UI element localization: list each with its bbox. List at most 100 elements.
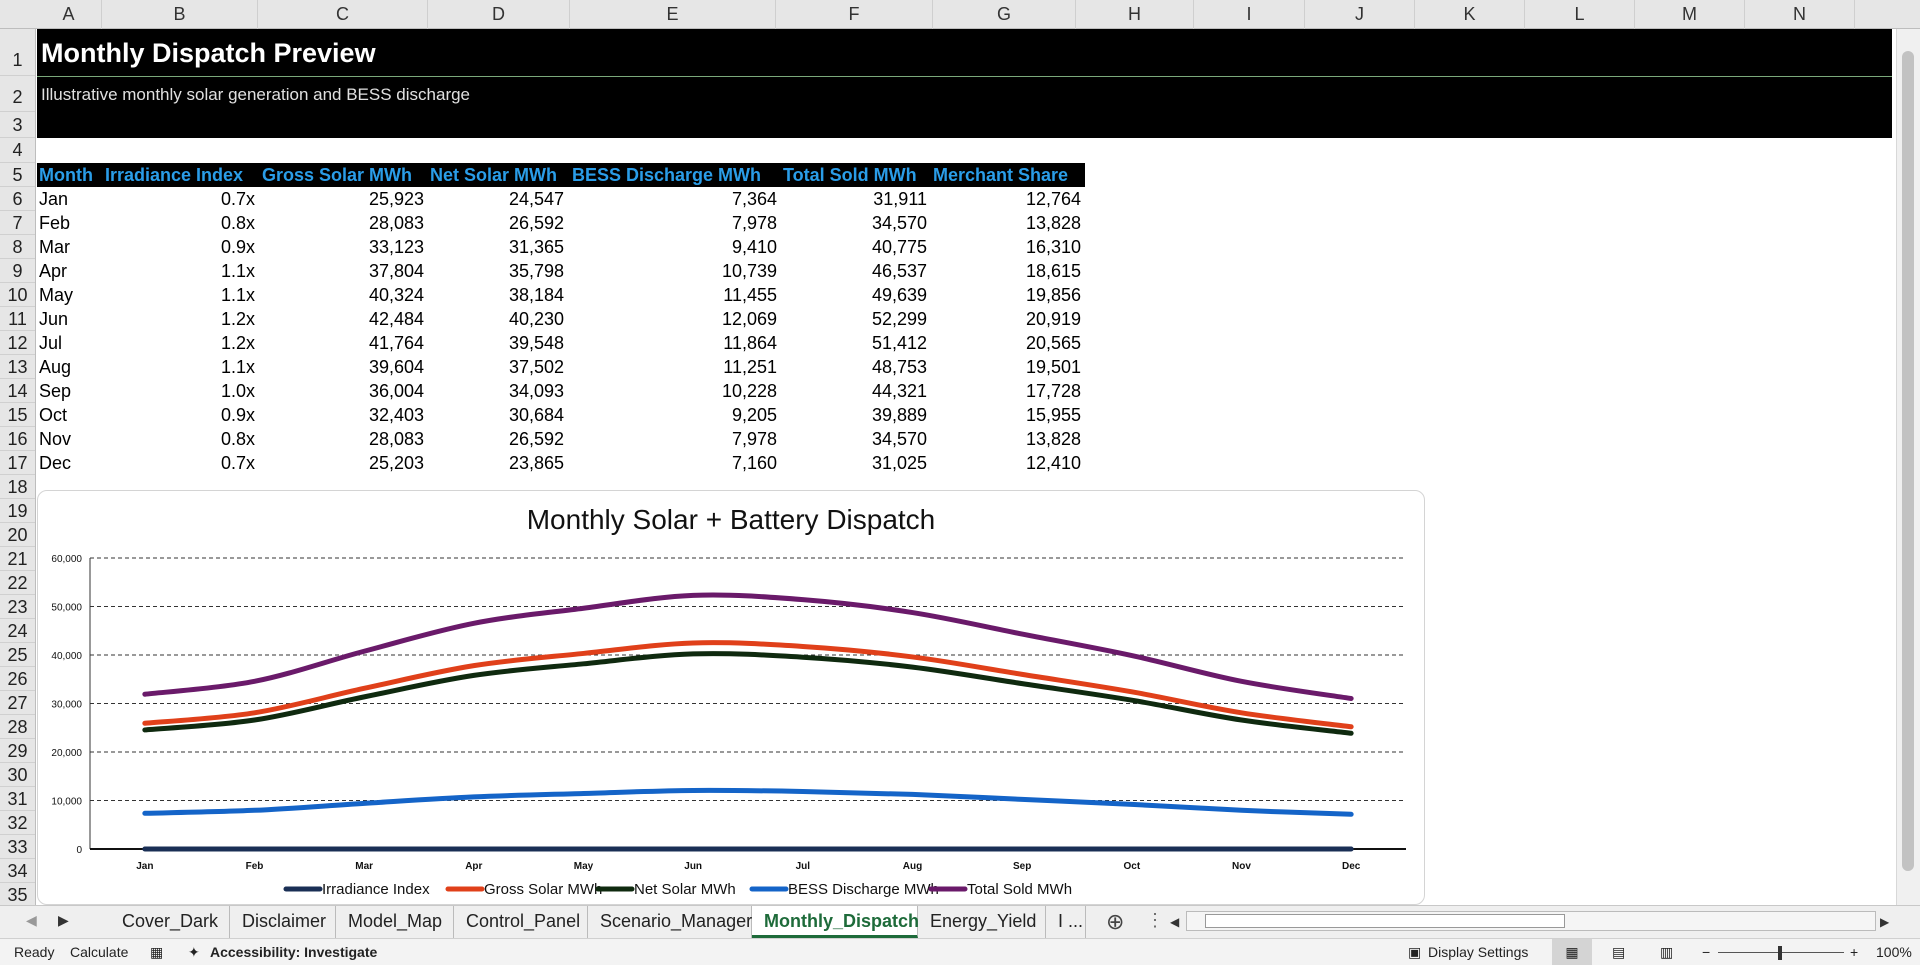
row-header-12[interactable]: 12 [0, 331, 35, 355]
table-cell[interactable]: 15,955 [1025, 405, 1081, 425]
row-header-23[interactable]: 23 [0, 595, 35, 619]
column-header-f[interactable]: F [776, 0, 933, 29]
accessibility-status[interactable]: Accessibility: Investigate [210, 944, 378, 960]
table-cell[interactable]: 9,205 [731, 405, 777, 425]
row-header-11[interactable]: 11 [0, 307, 35, 331]
table-cell[interactable]: 20,565 [1025, 333, 1081, 353]
column-header-e[interactable]: E [570, 0, 776, 29]
table-cell[interactable]: 11,251 [723, 357, 777, 377]
row-header-21[interactable]: 21 [0, 547, 35, 571]
table-cell[interactable]: 12,410 [1025, 453, 1081, 473]
table-cell[interactable]: 10,739 [721, 261, 777, 281]
row-header-7[interactable]: 7 [0, 211, 35, 235]
tab-scroll-right-icon[interactable]: ▶ [58, 912, 69, 928]
zoom-out-icon[interactable]: − [1702, 944, 1711, 960]
table-cell[interactable]: 37,502 [508, 357, 564, 377]
table-cell[interactable]: 7,160 [731, 453, 777, 473]
column-header-l[interactable]: L [1525, 0, 1635, 29]
row-header-24[interactable]: 24 [0, 619, 35, 643]
table-cell[interactable]: 12,069 [721, 309, 777, 329]
page-break-view-icon[interactable]: ▥ [1660, 944, 1674, 960]
table-cell[interactable]: 7,364 [731, 189, 777, 209]
row-header-2[interactable]: 2 [0, 76, 35, 112]
table-cell[interactable]: Jul [39, 333, 63, 353]
row-header-17[interactable]: 17 [0, 451, 35, 475]
sheet-tab-scenario-manager[interactable]: Scenario_Manager [588, 906, 752, 938]
table-cell[interactable]: 1.1x [220, 261, 255, 281]
row-header-13[interactable]: 13 [0, 355, 35, 379]
table-cell[interactable]: 0.7x [220, 189, 255, 209]
table-cell[interactable]: 28,083 [368, 213, 424, 233]
zoom-in-icon[interactable]: + [1850, 944, 1859, 960]
calculate-button[interactable]: Calculate [70, 944, 129, 960]
table-cell[interactable]: 12,764 [1025, 189, 1081, 209]
more-options-icon[interactable]: ⋮ [1146, 910, 1164, 930]
table-cell[interactable]: 31,911 [873, 189, 927, 209]
table-cell[interactable]: 1.1x [220, 285, 255, 305]
table-cell[interactable]: 10,228 [721, 381, 777, 401]
table-cell[interactable]: 25,923 [368, 189, 424, 209]
table-cell[interactable]: May [39, 285, 74, 305]
table-cell[interactable]: 32,403 [368, 405, 424, 425]
column-header-k[interactable]: K [1415, 0, 1525, 29]
column-header-j[interactable]: J [1305, 0, 1415, 29]
column-header-m[interactable]: M [1635, 0, 1745, 29]
zoom-level[interactable]: 100% [1876, 944, 1912, 960]
zoom-slider-thumb[interactable] [1778, 946, 1782, 960]
accessibility-icon[interactable]: ✦ [188, 944, 200, 960]
table-cell[interactable]: 18,615 [1025, 261, 1081, 281]
sheet-tab-i-[interactable]: I ... [1046, 906, 1086, 938]
sheet-tab-disclaimer[interactable]: Disclaimer [230, 906, 336, 938]
table-cell[interactable]: 40,230 [508, 309, 564, 329]
row-header-6[interactable]: 6 [0, 187, 35, 211]
column-header-a[interactable]: A [36, 0, 102, 29]
row-header-26[interactable]: 26 [0, 667, 35, 691]
table-cell[interactable]: 0.7x [220, 453, 255, 473]
row-header-35[interactable]: 35 [0, 883, 35, 907]
table-cell[interactable]: 37,804 [368, 261, 424, 281]
table-cell[interactable]: 16,310 [1025, 237, 1081, 257]
table-cell[interactable]: 46,537 [871, 261, 927, 281]
table-cell[interactable]: Aug [39, 357, 72, 377]
row-header-19[interactable]: 19 [0, 499, 35, 523]
vertical-scroll-thumb[interactable] [1902, 51, 1914, 871]
row-header-9[interactable]: 9 [0, 259, 35, 283]
row-header-29[interactable]: 29 [0, 739, 35, 763]
display-settings-button[interactable]: Display Settings [1428, 944, 1529, 960]
table-cell[interactable]: 34,570 [871, 429, 927, 449]
sheet-tab-cover-dark[interactable]: Cover_Dark [110, 906, 230, 938]
table-cell[interactable]: 39,548 [508, 333, 564, 353]
table-cell[interactable]: 20,919 [1025, 309, 1081, 329]
add-sheet-icon[interactable]: ⊕ [1106, 909, 1125, 934]
column-header-d[interactable]: D [428, 0, 570, 29]
table-cell[interactable]: 0.8x [220, 429, 255, 449]
table-cell[interactable]: 31,025 [871, 453, 927, 473]
horizontal-scroll-thumb[interactable] [1205, 914, 1565, 928]
table-cell[interactable]: Mar [39, 237, 70, 257]
row-header-14[interactable]: 14 [0, 379, 35, 403]
table-cell[interactable]: 40,775 [871, 237, 927, 257]
table-cell[interactable]: 48,753 [871, 357, 927, 377]
table-cell[interactable]: 26,592 [508, 429, 564, 449]
row-header-25[interactable]: 25 [0, 643, 35, 667]
column-header-h[interactable]: H [1076, 0, 1194, 29]
table-cell[interactable]: 23,865 [508, 453, 564, 473]
horizontal-scrollbar[interactable] [1186, 911, 1876, 931]
hscroll-left-icon[interactable]: ◀ [1170, 915, 1180, 929]
table-cell[interactable]: 7,978 [731, 213, 777, 233]
table-cell[interactable]: 31,365 [508, 237, 564, 257]
table-cell[interactable]: 33,123 [368, 237, 424, 257]
table-cell[interactable]: 0.9x [220, 237, 255, 257]
column-header-i[interactable]: I [1194, 0, 1305, 29]
row-header-8[interactable]: 8 [0, 235, 35, 259]
row-header-20[interactable]: 20 [0, 523, 35, 547]
row-header-34[interactable]: 34 [0, 859, 35, 883]
row-header-22[interactable]: 22 [0, 571, 35, 595]
row-header-10[interactable]: 10 [0, 283, 35, 307]
table-cell[interactable]: 26,592 [508, 213, 564, 233]
table-cell[interactable]: 40,324 [368, 285, 424, 305]
table-cell[interactable]: 44,321 [871, 381, 927, 401]
row-header-31[interactable]: 31 [0, 787, 35, 811]
normal-view-icon[interactable]: ▦ [1552, 939, 1592, 965]
row-header-18[interactable]: 18 [0, 475, 35, 499]
